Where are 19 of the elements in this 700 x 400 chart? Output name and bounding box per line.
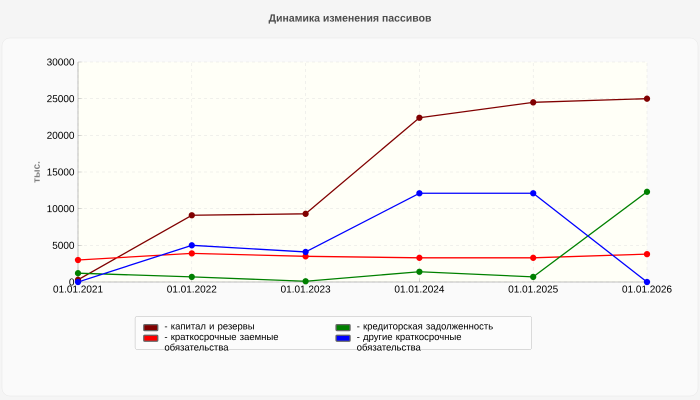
x-tick-label: 01.01.2022 <box>167 286 216 293</box>
y-axis-title: тыс. <box>34 162 40 183</box>
y-tick-label: 20000 <box>47 132 74 139</box>
legend-label: - капитал и резервы <box>164 324 254 332</box>
x-tick-label: 01.01.2026 <box>622 286 672 293</box>
chart-title: Динамика изменения пассивов <box>268 14 432 24</box>
y-tick-label: 30000 <box>47 58 74 66</box>
x-tick-label: 01.01.2023 <box>280 286 330 293</box>
y-tick-label: 10000 <box>47 205 74 212</box>
legend-label: - кредиторская задолженность <box>357 324 493 332</box>
x-tick-label: 01.01.2025 <box>508 286 558 293</box>
y-tick-label: 15000 <box>47 168 74 176</box>
x-tick-label: 01.01.2021 <box>53 286 103 293</box>
y-tick-label: 25000 <box>47 95 74 102</box>
x-tick-label: 01.01.2024 <box>394 286 444 293</box>
legend-label: - краткосрочные заемные обязательства <box>164 334 278 351</box>
legend-label: - другие краткосрочные обязательства <box>357 334 462 351</box>
y-tick-label: 5000 <box>52 242 74 249</box>
y-tick-label: 0 <box>69 278 74 286</box>
